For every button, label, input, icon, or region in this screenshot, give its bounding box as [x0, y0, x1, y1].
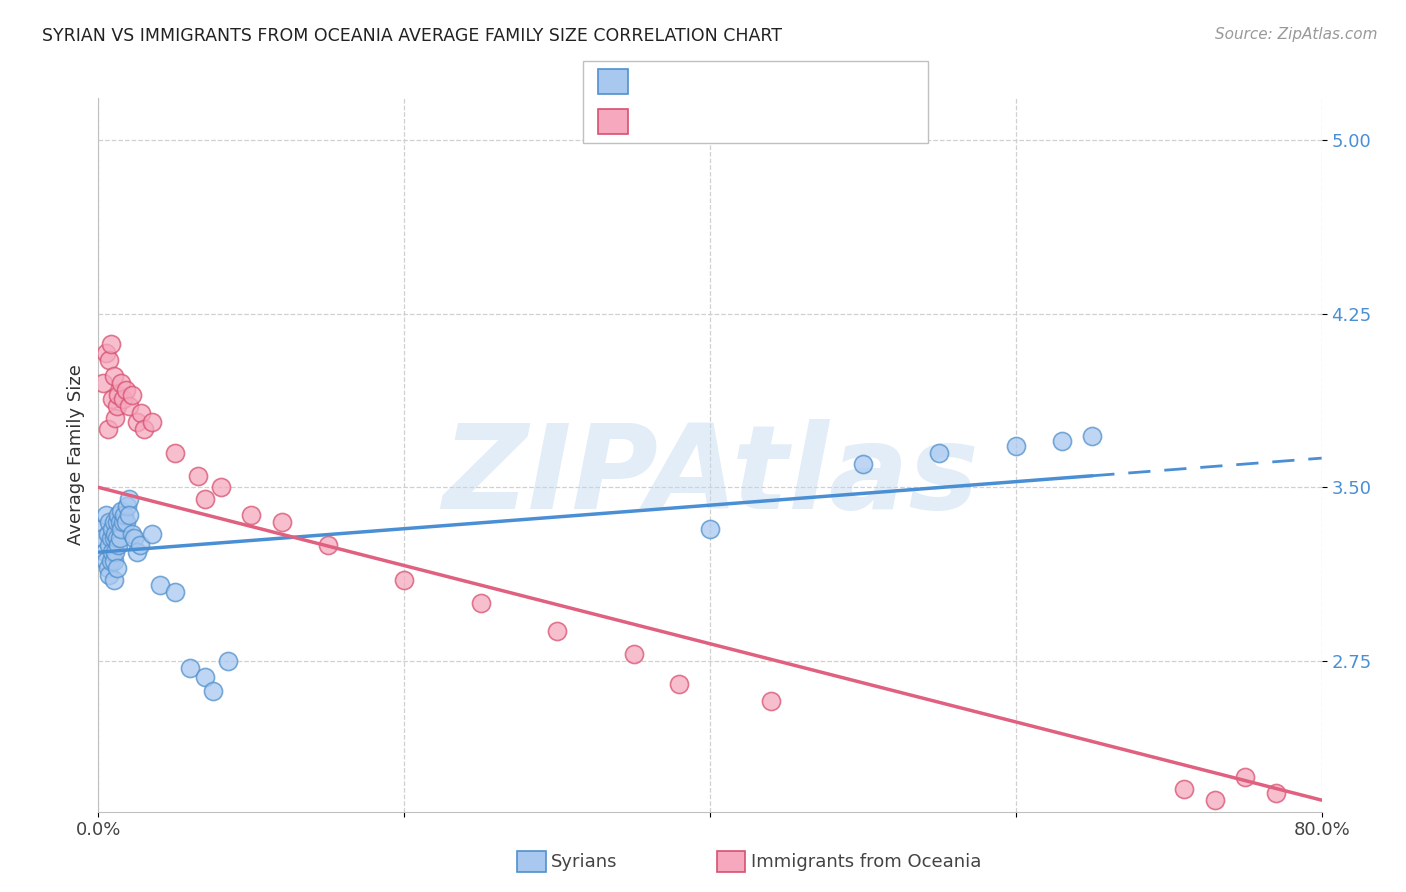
Point — [852, 457, 875, 471]
Text: ZIPAtlas: ZIPAtlas — [441, 419, 979, 533]
Point — [105, 532, 128, 546]
Point — [316, 538, 339, 552]
Point — [699, 522, 721, 536]
Point — [128, 538, 150, 552]
Point — [134, 422, 156, 436]
Text: Immigrants from Oceania: Immigrants from Oceania — [751, 853, 981, 871]
Point — [129, 406, 152, 420]
Point — [108, 515, 131, 529]
Point — [194, 491, 217, 506]
Point — [202, 684, 225, 698]
Point — [101, 545, 124, 559]
Point — [470, 596, 492, 610]
Point — [623, 647, 645, 661]
Point — [122, 532, 145, 546]
Point — [110, 503, 132, 517]
Point — [93, 545, 115, 559]
Point — [108, 532, 131, 546]
Text: R = -0.308   N = 36: R = -0.308 N = 36 — [640, 112, 839, 129]
Point — [1264, 786, 1286, 800]
Point — [209, 480, 232, 494]
Point — [1204, 793, 1226, 807]
Text: R =   0.381   N = 52: R = 0.381 N = 52 — [640, 72, 849, 90]
Point — [125, 416, 148, 430]
Point — [94, 508, 117, 523]
Point — [1004, 439, 1026, 453]
Point — [761, 693, 783, 707]
Point — [91, 376, 114, 390]
Y-axis label: Average Family Size: Average Family Size — [66, 365, 84, 545]
Point — [98, 353, 121, 368]
Point — [107, 538, 129, 552]
Point — [118, 491, 141, 506]
Point — [107, 508, 129, 523]
Point — [104, 545, 127, 559]
Point — [91, 532, 114, 546]
Point — [103, 532, 125, 546]
Point — [97, 422, 120, 436]
Point — [94, 346, 117, 360]
Point — [217, 654, 239, 668]
Point — [546, 624, 568, 638]
Point — [105, 399, 128, 413]
Point — [392, 573, 416, 587]
Point — [105, 561, 128, 575]
Point — [121, 526, 143, 541]
Point — [103, 515, 125, 529]
Point — [107, 387, 129, 401]
Point — [163, 445, 186, 459]
Point — [1050, 434, 1073, 448]
Point — [118, 508, 141, 523]
Point — [94, 554, 117, 568]
Point — [270, 515, 294, 529]
Point — [98, 515, 121, 529]
Point — [149, 577, 172, 591]
Point — [98, 538, 121, 552]
Point — [187, 468, 209, 483]
Point — [111, 515, 134, 529]
Point — [101, 522, 124, 536]
Point — [1173, 781, 1195, 796]
Point — [115, 383, 138, 397]
Point — [100, 532, 122, 546]
Text: SYRIAN VS IMMIGRANTS FROM OCEANIA AVERAGE FAMILY SIZE CORRELATION CHART: SYRIAN VS IMMIGRANTS FROM OCEANIA AVERAG… — [42, 27, 782, 45]
Point — [194, 670, 217, 684]
Point — [1081, 429, 1104, 443]
Point — [125, 545, 148, 559]
Point — [115, 515, 138, 529]
Point — [111, 392, 134, 407]
Point — [110, 376, 132, 390]
Point — [141, 416, 163, 430]
Point — [104, 410, 127, 425]
Point — [179, 661, 201, 675]
Point — [105, 515, 128, 529]
Point — [100, 336, 122, 351]
Text: Source: ZipAtlas.com: Source: ZipAtlas.com — [1215, 27, 1378, 42]
Point — [90, 522, 112, 536]
Point — [112, 508, 135, 523]
Point — [101, 392, 124, 407]
Point — [110, 522, 132, 536]
Point — [103, 573, 125, 587]
Point — [97, 526, 120, 541]
Point — [240, 508, 263, 523]
Point — [668, 677, 690, 691]
Point — [121, 387, 143, 401]
Point — [97, 561, 120, 575]
Point — [117, 499, 139, 513]
Point — [98, 568, 121, 582]
Point — [118, 399, 141, 413]
Point — [103, 554, 125, 568]
Text: Syrians: Syrians — [551, 853, 617, 871]
Point — [928, 445, 950, 459]
Point — [163, 584, 186, 599]
Point — [104, 526, 127, 541]
Point — [103, 369, 125, 384]
Point — [100, 554, 122, 568]
Point — [141, 526, 163, 541]
Point — [1234, 770, 1257, 784]
